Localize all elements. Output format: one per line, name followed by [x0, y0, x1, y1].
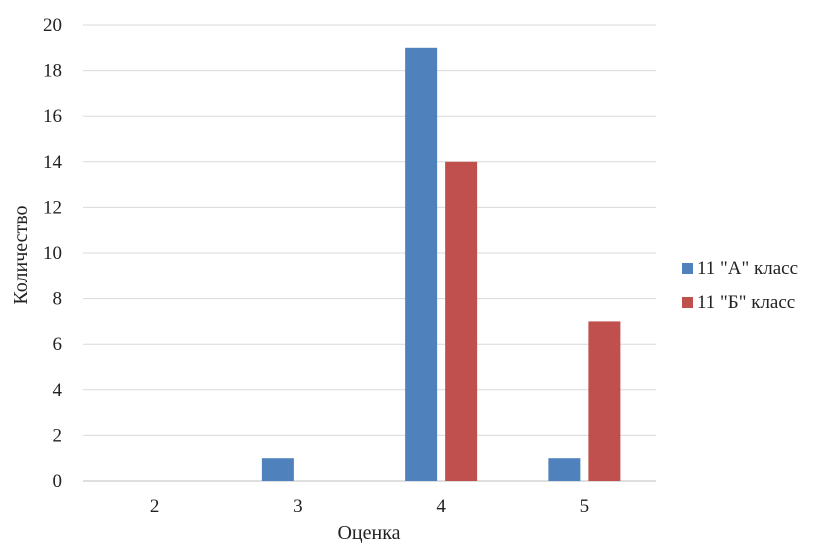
x-tick-label: 4: [436, 496, 446, 517]
y-axis-title: Количество: [10, 205, 32, 304]
x-tick-label: 5: [580, 496, 590, 517]
x-tick-label: 3: [293, 496, 303, 517]
bars: [261, 47, 621, 482]
y-tick-label: 4: [53, 380, 63, 401]
legend-swatch: [682, 263, 693, 274]
y-tick-label: 0: [53, 471, 63, 492]
y-axis-ticks: 0 2 4 6 8 10 12 14 16 18 20: [43, 15, 63, 492]
x-tick-label: 2: [150, 496, 160, 517]
x-axis-ticks: 2 3 4 5: [150, 496, 589, 517]
x-axis-title: Оценка: [337, 522, 400, 544]
legend-swatch: [682, 297, 693, 308]
legend: 11 "А" класс 11 "Б" класс: [682, 258, 798, 313]
y-tick-label: 6: [53, 334, 63, 355]
gridlines: [83, 24, 656, 482]
bar-series-b-grade-4: [445, 161, 478, 482]
y-tick-label: 8: [53, 289, 63, 310]
y-tick-label: 12: [43, 197, 62, 218]
bar-series-a-grade-4: [405, 47, 438, 482]
bar-series-a-grade-5: [548, 458, 581, 481]
y-tick-label: 2: [53, 425, 63, 446]
y-tick-label: 20: [43, 15, 62, 36]
y-tick-label: 10: [43, 243, 62, 264]
y-tick-label: 14: [43, 152, 63, 173]
bar-series-a-grade-3: [261, 458, 294, 481]
legend-label: 11 "Б" класс: [697, 292, 795, 313]
legend-label: 11 "А" класс: [697, 258, 798, 279]
y-tick-label: 18: [43, 61, 62, 82]
y-tick-label: 16: [43, 106, 62, 127]
bar-series-b-grade-5: [588, 321, 621, 481]
